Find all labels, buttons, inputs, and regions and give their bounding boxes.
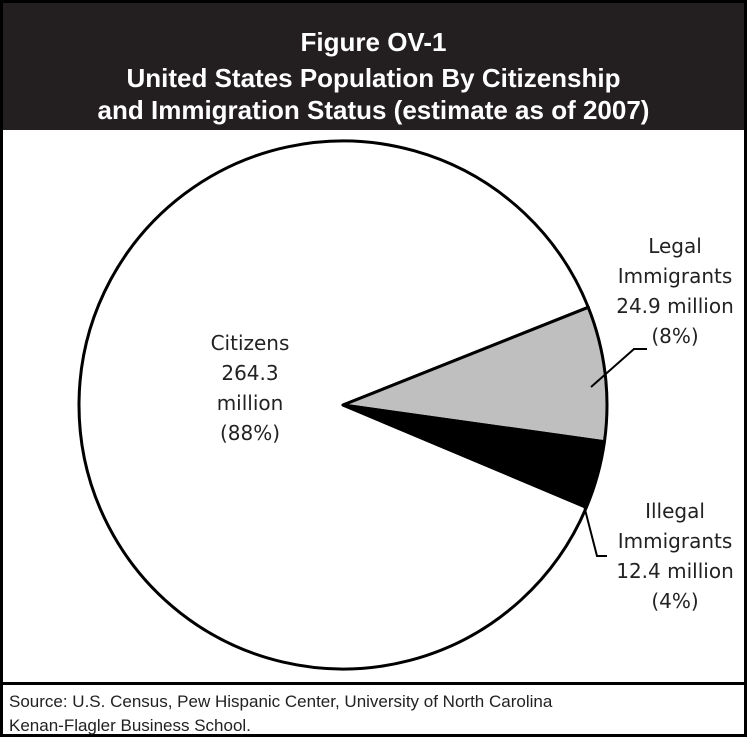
legal-label-name-2: Immigrants — [618, 264, 733, 288]
figure-number: Figure OV-1 — [300, 27, 447, 57]
legal-immigrants-label: Legal Immigrants 24.9 million (8%) — [616, 234, 734, 348]
source-note: Source: U.S. Census, Pew Hispanic Center… — [3, 682, 744, 735]
illegal-immigrants-leader-line — [572, 462, 607, 557]
citizens-label-unit: million — [217, 391, 284, 415]
leader-lines — [572, 348, 647, 557]
source-line-2: Kenan-Flagler Business School. — [9, 716, 251, 735]
source-line-1: Source: U.S. Census, Pew Hispanic Center… — [9, 692, 553, 711]
figure-title-line-1: United States Population By Citizenship — [126, 63, 621, 93]
pie-chart: Citizens 264.3 million (88%) Legal Immig… — [77, 139, 734, 671]
citizens-label-name: Citizens — [211, 331, 290, 355]
illegal-label-value: 12.4 million — [616, 559, 734, 583]
figure-header: Figure OV-1 United States Population By … — [3, 3, 744, 130]
legal-immigrants-leader-line — [590, 348, 647, 388]
illegal-label-name-2: Immigrants — [618, 529, 733, 553]
legal-label-name-1: Legal — [648, 234, 702, 258]
legal-label-value: 24.9 million — [616, 294, 734, 318]
illegal-label-name-1: Illegal — [645, 499, 705, 523]
pie-slice-illegal-immigrants — [341, 403, 606, 509]
citizens-label-percent: (88%) — [220, 421, 280, 445]
pie-chart-area: Citizens 264.3 million (88%) Legal Immig… — [3, 130, 744, 682]
citizens-label: Citizens 264.3 million (88%) — [211, 331, 290, 445]
pie-slices — [77, 139, 609, 671]
illegal-immigrants-label: Illegal Immigrants 12.4 million (4%) — [616, 499, 734, 613]
pie-slice-citizens — [77, 139, 590, 671]
illegal-label-percent: (4%) — [651, 589, 698, 613]
legal-label-percent: (8%) — [651, 324, 698, 348]
citizens-label-value: 264.3 — [221, 361, 278, 385]
figure-title-line-2: and Immigration Status (estimate as of 2… — [97, 95, 650, 125]
